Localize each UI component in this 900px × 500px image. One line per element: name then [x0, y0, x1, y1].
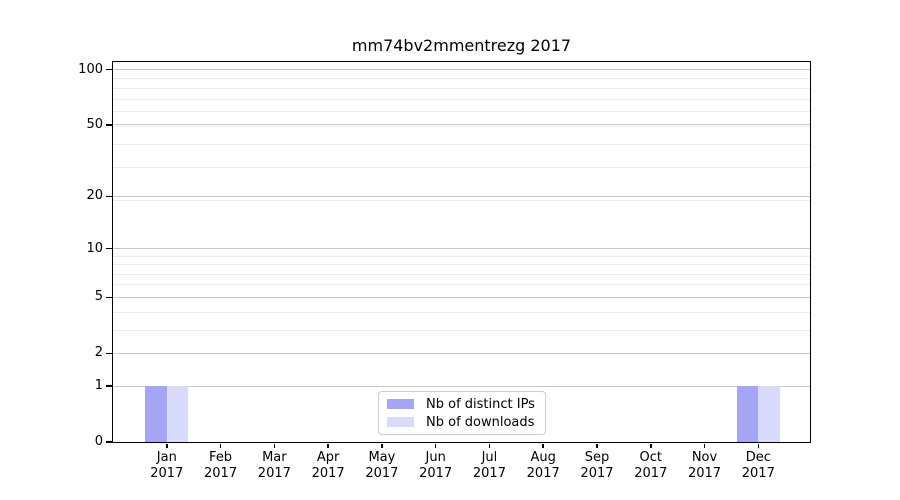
x-tick-month: May — [368, 450, 396, 465]
y-tick-label: 20 — [86, 188, 103, 204]
x-tick-label: Feb 2017 — [189, 450, 253, 482]
minor-gridline — [113, 284, 810, 286]
x-tick-month: Nov — [691, 450, 718, 465]
x-tick-month: Jul — [481, 450, 498, 465]
x-tick-year: 2017 — [634, 466, 668, 481]
x-tick-label: Mar 2017 — [242, 450, 306, 482]
major-gridline — [113, 195, 810, 197]
minor-gridline — [113, 87, 810, 89]
major-gridline — [113, 296, 810, 298]
x-tick-year: 2017 — [150, 466, 184, 481]
x-tick-mark — [434, 443, 437, 448]
x-tick-label: Apr 2017 — [296, 450, 360, 482]
x-tick-year: 2017 — [257, 466, 291, 481]
x-tick-mark — [219, 443, 222, 448]
bar-jan-downloads — [166, 386, 189, 442]
x-tick-year: 2017 — [472, 466, 506, 481]
minor-gridline — [113, 199, 810, 201]
legend-label-distinct-ips: Nb of distinct IPs — [426, 396, 535, 412]
x-tick-label: May 2017 — [350, 450, 414, 482]
x-tick-mark — [488, 443, 491, 448]
minor-gridline — [113, 111, 810, 113]
x-tick-month: Jun — [425, 450, 446, 465]
plot-area — [113, 62, 810, 442]
major-gridline — [113, 124, 810, 126]
x-tick-month: Mar — [262, 450, 287, 465]
x-tick-month: Sep — [584, 450, 610, 465]
x-tick-label: Sep 2017 — [565, 450, 629, 482]
minor-gridline — [113, 329, 810, 331]
y-tick-mark — [105, 385, 112, 387]
minor-gridline — [113, 143, 810, 145]
major-gridline — [113, 385, 810, 387]
minor-gridline — [113, 98, 810, 100]
x-tick-mark — [166, 443, 168, 448]
y-tick-label: 0 — [94, 434, 103, 449]
x-tick-label: Jan 2017 — [135, 450, 199, 482]
x-tick-mark — [596, 443, 598, 448]
minor-gridline — [113, 273, 810, 275]
x-tick-year: 2017 — [687, 466, 722, 481]
x-tick-year: 2017 — [365, 466, 399, 481]
legend-item-distinct-ips: Nb of distinct IPs — [387, 397, 537, 412]
y-tick-mark — [105, 441, 112, 443]
chart-title: mm74bv2mmentrezg 2017 — [351, 36, 572, 55]
y-tick-mark — [105, 124, 112, 126]
x-tick-year: 2017 — [204, 466, 238, 481]
x-tick-mark — [542, 443, 544, 448]
x-tick-label: Jun 2017 — [404, 450, 468, 482]
minor-gridline — [113, 167, 810, 169]
x-tick-label: Nov 2017 — [673, 450, 737, 482]
x-tick-year: 2017 — [741, 466, 775, 481]
y-tick-mark — [105, 195, 112, 198]
legend: Nb of distinct IPs Nb of downloads — [378, 391, 546, 435]
x-tick-month: Jan — [156, 450, 177, 465]
y-tick-mark — [105, 352, 112, 355]
legend-swatch-distinct-ips — [387, 399, 414, 409]
x-tick-year: 2017 — [526, 466, 560, 481]
y-tick-label: 10 — [86, 240, 103, 256]
minor-gridline — [113, 125, 810, 127]
x-tick-label: Oct 2017 — [619, 450, 683, 482]
x-tick-year: 2017 — [419, 466, 453, 481]
major-gridline — [113, 69, 810, 71]
y-tick-mark — [105, 296, 112, 299]
major-gridline — [113, 352, 810, 354]
minor-gridline — [113, 311, 810, 313]
x-tick-label: Aug 2017 — [511, 450, 575, 482]
x-tick-month: Dec — [745, 450, 771, 465]
y-tick-label: 100 — [78, 61, 103, 77]
x-tick-year: 2017 — [311, 466, 345, 481]
x-tick-year: 2017 — [580, 466, 614, 481]
minor-gridline — [113, 78, 810, 80]
x-tick-month: Feb — [209, 450, 233, 465]
bar-dec-downloads — [758, 386, 780, 442]
legend-swatch-downloads — [387, 417, 414, 427]
y-tick-label: 1 — [94, 378, 103, 394]
x-tick-month: Apr — [316, 450, 340, 465]
x-tick-month: Aug — [530, 450, 556, 465]
x-tick-mark — [703, 443, 706, 448]
minor-gridline — [113, 264, 810, 266]
y-tick-label: 5 — [94, 289, 103, 305]
major-gridline — [113, 248, 810, 250]
minor-gridline — [113, 255, 810, 257]
y-tick-label: 50 — [86, 116, 103, 132]
x-tick-label: Dec 2017 — [726, 450, 790, 482]
legend-label-downloads: Nb of downloads — [426, 414, 535, 430]
x-tick-mark — [273, 443, 276, 448]
x-tick-mark — [381, 443, 383, 448]
x-tick-month: Oct — [639, 450, 662, 465]
x-tick-mark — [650, 443, 652, 448]
bar-jan-distinct-ips — [145, 386, 167, 442]
x-tick-label: Jul 2017 — [457, 450, 521, 482]
x-tick-mark — [327, 443, 329, 448]
x-tick-mark — [757, 443, 760, 448]
legend-item-downloads: Nb of downloads — [387, 415, 537, 430]
y-tick-mark — [105, 247, 112, 250]
y-tick-mark — [105, 68, 112, 71]
y-tick-label: 2 — [94, 345, 103, 361]
bar-dec-distinct-ips — [736, 386, 759, 442]
